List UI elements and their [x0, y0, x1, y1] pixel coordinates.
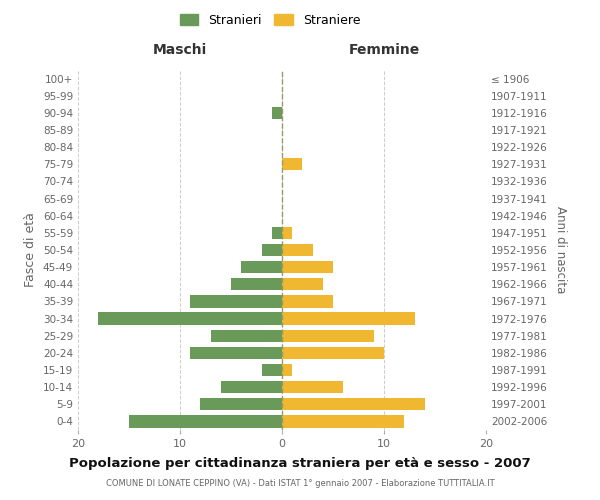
Bar: [282, 312, 415, 324]
Text: Femmine: Femmine: [349, 44, 419, 58]
Text: COMUNE DI LONATE CEPPINO (VA) - Dati ISTAT 1° gennaio 2007 - Elaborazione TUTTIT: COMUNE DI LONATE CEPPINO (VA) - Dati IST…: [106, 479, 494, 488]
Text: Popolazione per cittadinanza straniera per età e sesso - 2007: Popolazione per cittadinanza straniera p…: [69, 458, 531, 470]
Bar: [262, 364, 282, 376]
Bar: [282, 346, 384, 359]
Bar: [211, 330, 282, 342]
Bar: [282, 226, 292, 239]
Y-axis label: Fasce di età: Fasce di età: [25, 212, 37, 288]
Bar: [282, 330, 374, 342]
Y-axis label: Anni di nascita: Anni di nascita: [554, 206, 567, 294]
Bar: [272, 106, 282, 119]
Bar: [241, 261, 282, 274]
Bar: [282, 381, 343, 394]
Bar: [262, 244, 282, 256]
Bar: [282, 364, 292, 376]
Text: Maschi: Maschi: [153, 44, 207, 58]
Legend: Stranieri, Straniere: Stranieri, Straniere: [175, 8, 365, 32]
Bar: [282, 296, 333, 308]
Bar: [282, 158, 302, 170]
Bar: [282, 416, 404, 428]
Bar: [282, 261, 333, 274]
Bar: [231, 278, 282, 290]
Bar: [190, 296, 282, 308]
Bar: [221, 381, 282, 394]
Bar: [282, 244, 313, 256]
Bar: [282, 398, 425, 410]
Bar: [200, 398, 282, 410]
Bar: [190, 346, 282, 359]
Bar: [272, 226, 282, 239]
Bar: [129, 416, 282, 428]
Bar: [98, 312, 282, 324]
Bar: [282, 278, 323, 290]
